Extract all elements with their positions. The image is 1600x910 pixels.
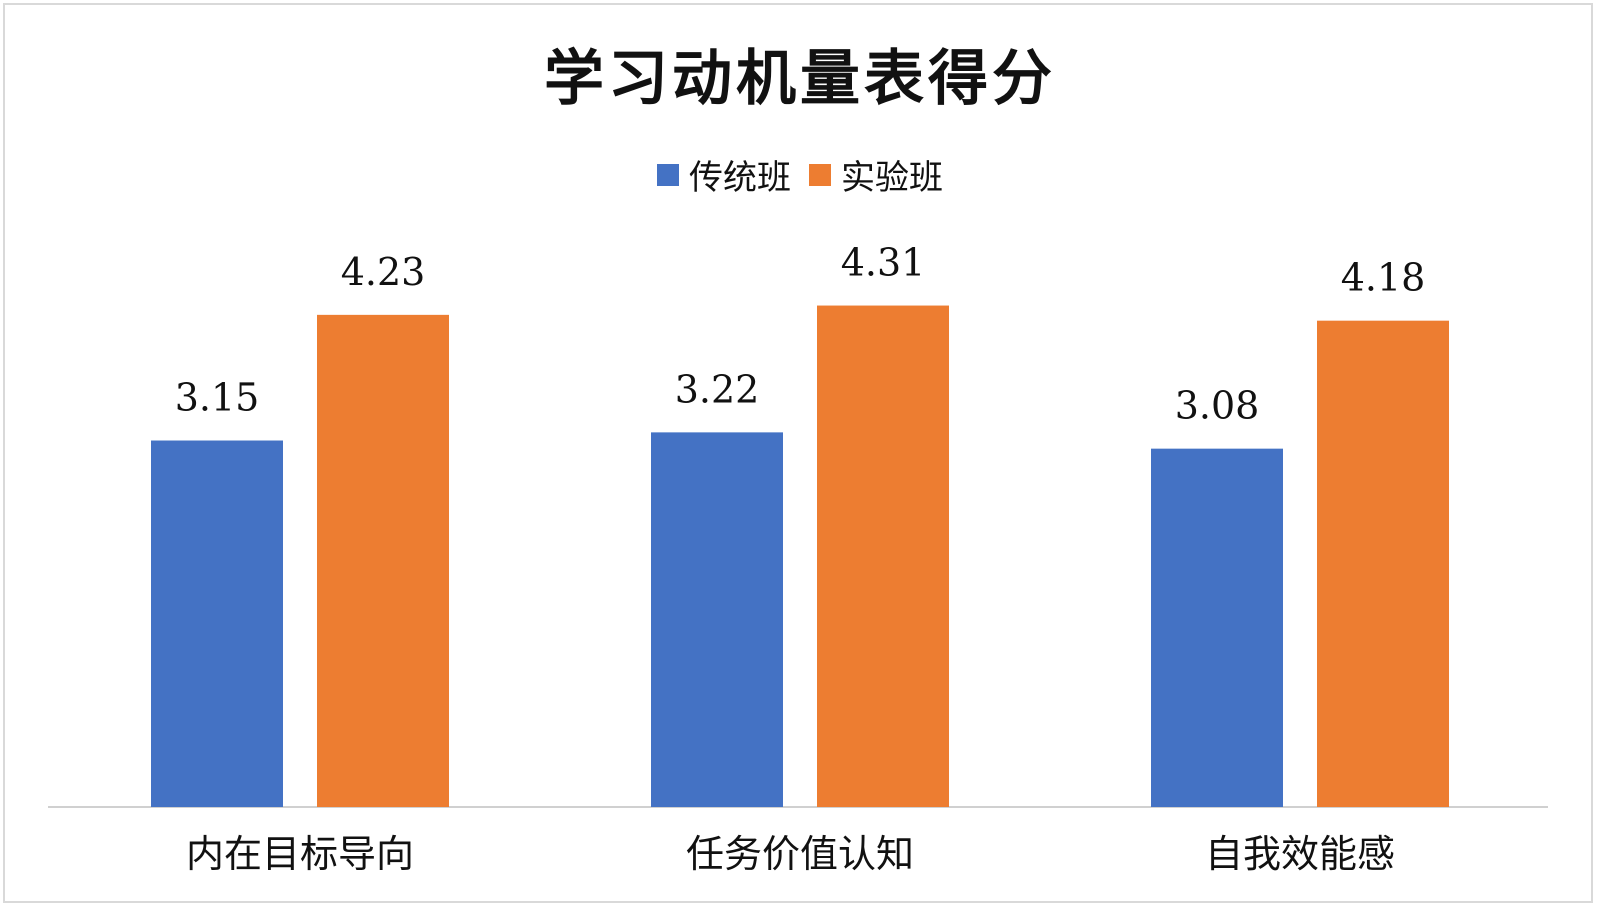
legend-swatch-experimental [809, 163, 831, 186]
data-label-experimental-0: 4.23 [341, 250, 426, 294]
data-label-experimental-2: 4.18 [1341, 256, 1426, 300]
legend: 传统班 实验班 [0, 150, 1600, 199]
bar-experimental-2 [1317, 320, 1449, 807]
bar-traditional-1 [651, 432, 783, 807]
category-label-1: 任务价值认知 [686, 832, 914, 876]
bar-experimental-1 [817, 305, 949, 807]
data-label-traditional-2: 3.08 [1175, 384, 1260, 428]
category-label-2: 自我效能感 [1205, 832, 1395, 876]
data-label-traditional-1: 3.22 [675, 367, 760, 411]
legend-swatch-traditional [657, 163, 679, 186]
chart-title: 学习动机量表得分 [544, 44, 1056, 114]
category-label-0: 内在目标导向 [186, 832, 414, 876]
legend-item-traditional: 传统班 [657, 150, 791, 199]
legend-label-experimental: 实验班 [841, 158, 943, 198]
bar-traditional-2 [1151, 448, 1283, 807]
data-label-traditional-0: 3.15 [175, 376, 260, 420]
legend-label-traditional: 传统班 [689, 158, 791, 198]
data-label-experimental-1: 4.31 [841, 241, 926, 285]
bar-experimental-0 [317, 314, 449, 807]
bar-traditional-0 [151, 440, 283, 807]
legend-item-experimental: 实验班 [809, 150, 943, 199]
